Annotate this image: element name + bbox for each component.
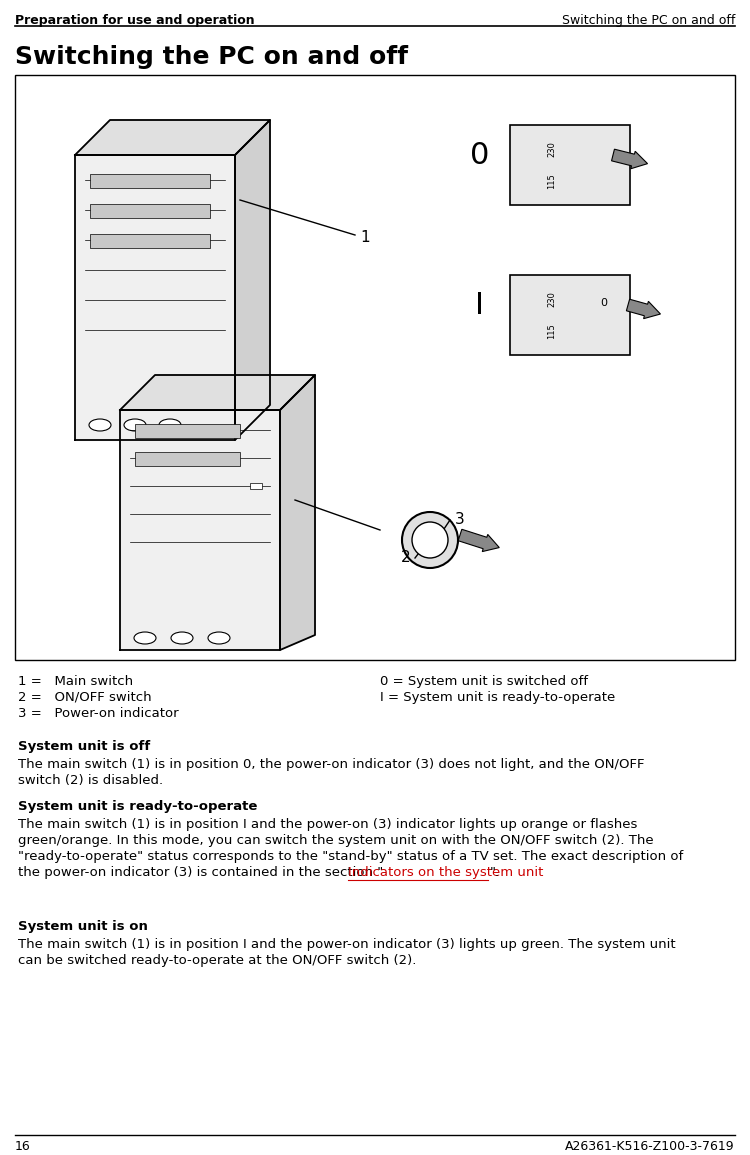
Text: ".: ".	[490, 866, 500, 879]
Ellipse shape	[134, 632, 156, 644]
Text: System unit is off: System unit is off	[18, 740, 150, 753]
Ellipse shape	[159, 419, 181, 431]
Text: I = System unit is ready-to-operate: I = System unit is ready-to-operate	[380, 691, 615, 705]
Ellipse shape	[124, 419, 146, 431]
Text: can be switched ready-to-operate at the ON/OFF switch (2).: can be switched ready-to-operate at the …	[18, 954, 416, 967]
Circle shape	[402, 512, 458, 568]
Text: the power-on indicator (3) is contained in the section ": the power-on indicator (3) is contained …	[18, 866, 383, 879]
Polygon shape	[75, 155, 235, 440]
Text: A26361-K516-Z100-3-7619: A26361-K516-Z100-3-7619	[566, 1140, 735, 1153]
Text: 3 =   Power-on indicator: 3 = Power-on indicator	[18, 707, 178, 720]
FancyArrow shape	[626, 299, 661, 319]
Bar	[15, 75, 735, 660]
Text: "ready-to-operate" status corresponds to the "stand-by" status of a TV set. The : "ready-to-operate" status corresponds to…	[18, 850, 683, 863]
Text: Switching the PC on and off: Switching the PC on and off	[562, 14, 735, 27]
Text: Indicators on the system unit: Indicators on the system unit	[348, 866, 543, 879]
Bar	[135, 452, 240, 465]
Text: System unit is ready-to-operate: System unit is ready-to-operate	[18, 800, 257, 813]
Circle shape	[412, 522, 448, 558]
Text: 3: 3	[455, 513, 465, 528]
FancyArrow shape	[458, 529, 500, 552]
Bar	[510, 275, 630, 355]
Text: Preparation for use and operation: Preparation for use and operation	[15, 14, 254, 27]
Text: System unit is on: System unit is on	[18, 921, 148, 933]
Polygon shape	[120, 375, 315, 410]
Polygon shape	[235, 120, 270, 440]
Text: 1 =   Main switch: 1 = Main switch	[18, 675, 134, 688]
Polygon shape	[120, 410, 280, 650]
Text: 2: 2	[400, 551, 410, 566]
Text: 2 =   ON/OFF switch: 2 = ON/OFF switch	[18, 691, 152, 705]
Text: Switching the PC on and off: Switching the PC on and off	[15, 45, 408, 69]
Text: The main switch (1) is in position I and the power-on indicator (3) lights up gr: The main switch (1) is in position I and…	[18, 938, 676, 951]
Text: 1: 1	[360, 230, 370, 245]
Text: 230: 230	[548, 141, 556, 157]
Polygon shape	[75, 120, 270, 155]
Ellipse shape	[89, 419, 111, 431]
Bar	[250, 483, 262, 489]
Bar	[90, 234, 210, 248]
Text: 16: 16	[15, 1140, 31, 1153]
Text: green/orange. In this mode, you can switch the system unit on with the ON/OFF sw: green/orange. In this mode, you can swit…	[18, 834, 653, 847]
FancyArrow shape	[611, 149, 647, 169]
Ellipse shape	[208, 632, 230, 644]
Text: 0 = System unit is switched off: 0 = System unit is switched off	[380, 675, 588, 688]
Text: 0: 0	[600, 298, 607, 308]
Text: The main switch (1) is in position 0, the power-on indicator (3) does not light,: The main switch (1) is in position 0, th…	[18, 758, 644, 772]
Bar	[510, 125, 630, 204]
Bar	[90, 204, 210, 218]
Text: switch (2) is disabled.: switch (2) is disabled.	[18, 774, 164, 787]
Text: 115: 115	[548, 323, 556, 338]
Polygon shape	[280, 375, 315, 650]
Bar	[90, 174, 210, 188]
Bar	[135, 424, 240, 438]
Text: I: I	[476, 291, 484, 320]
Text: 115: 115	[548, 173, 556, 189]
Text: 0: 0	[470, 141, 490, 170]
Ellipse shape	[171, 632, 193, 644]
Text: The main switch (1) is in position I and the power-on (3) indicator lights up or: The main switch (1) is in position I and…	[18, 818, 638, 830]
Text: 230: 230	[548, 291, 556, 307]
